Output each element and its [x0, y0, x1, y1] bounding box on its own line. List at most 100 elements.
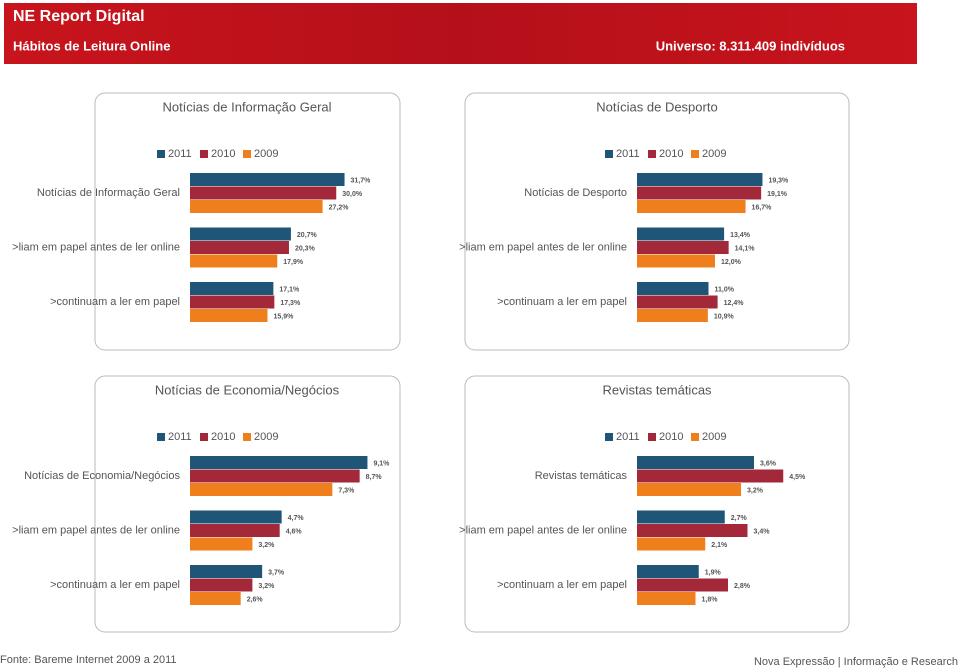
bar: [190, 524, 280, 537]
category-label: Notícias de Informação Geral: [37, 187, 180, 199]
bar: [190, 309, 268, 322]
bar: [637, 592, 696, 605]
value-label: 17,1%: [279, 286, 300, 293]
legend-label: 2011: [168, 431, 192, 443]
value-label: 3,2%: [258, 583, 275, 590]
legend-swatch: [157, 150, 165, 158]
bar: [637, 241, 729, 254]
bar: [190, 592, 241, 605]
value-label: 17,9%: [283, 259, 304, 266]
value-label: 2,8%: [734, 583, 751, 590]
value-label: 14,1%: [735, 245, 756, 252]
category-label: >continuam a ler em papel: [50, 296, 180, 308]
value-label: 27,2%: [329, 204, 350, 211]
legend-swatch: [605, 433, 613, 441]
legend-swatch: [200, 433, 208, 441]
chart-title: Notícias de Desporto: [596, 99, 717, 114]
legend-label: 2011: [616, 431, 640, 443]
category-label: Notícias de Desporto: [524, 187, 627, 199]
panel: [464, 375, 850, 633]
header-subtitle: Hábitos de Leitura Online: [13, 38, 170, 53]
legend-label: 2011: [616, 148, 640, 160]
value-label: 15,9%: [274, 313, 295, 320]
category-label: >continuam a ler em papel: [497, 579, 627, 591]
category-label: >continuam a ler em papel: [50, 579, 180, 591]
bar: [190, 537, 253, 551]
bar: [190, 565, 263, 578]
value-label: 10,9%: [714, 313, 735, 320]
category-label: Notícias de Economia/Negócios: [24, 470, 180, 482]
value-label: 2,7%: [731, 515, 748, 522]
bar: [637, 295, 718, 309]
value-label: 8,7%: [366, 474, 383, 481]
header-universe: Universo: 8.311.409 indivíduos: [656, 38, 845, 53]
legend-label: 2009: [702, 431, 726, 443]
legend-swatch: [243, 433, 251, 441]
panel: [464, 92, 850, 351]
category-label: >liam em papel antes de ler online: [459, 241, 627, 253]
bar: [190, 483, 333, 496]
value-label: 31,7%: [351, 177, 372, 184]
value-label: 19,1%: [767, 191, 788, 198]
category-label: Revistas temáticas: [535, 470, 628, 482]
legend-swatch: [200, 150, 208, 158]
value-label: 4,7%: [288, 515, 305, 522]
chart-title: Notícias de Economia/Negócios: [155, 382, 340, 397]
value-label: 3,4%: [754, 528, 771, 535]
value-label: 12,4%: [724, 300, 745, 307]
bar: [637, 282, 709, 295]
value-label: 20,7%: [297, 232, 318, 239]
value-label: 2,1%: [711, 542, 728, 549]
bar: [637, 483, 741, 496]
bar: [190, 456, 368, 469]
value-label: 3,6%: [760, 460, 777, 467]
legend-swatch: [691, 150, 699, 158]
value-label: 13,4%: [730, 232, 751, 239]
value-label: 2,6%: [247, 596, 264, 603]
value-label: 12,0%: [721, 259, 742, 266]
legend-label: 2010: [659, 431, 683, 443]
bar: [190, 227, 291, 241]
bar: [190, 510, 282, 524]
bar: [637, 510, 725, 524]
bar: [637, 565, 699, 578]
value-label: 30,0%: [342, 191, 363, 198]
bar: [190, 578, 253, 592]
bar: [637, 469, 784, 483]
bar: [637, 173, 763, 186]
footer-credit: Nova Expressão | Informação e Research: [754, 656, 958, 668]
bar: [637, 578, 728, 592]
bar: [190, 282, 274, 295]
bar: [190, 254, 278, 268]
legend-label: 2009: [254, 148, 278, 160]
value-label: 3,2%: [258, 542, 275, 549]
bar: [190, 469, 360, 483]
category-label: >continuam a ler em papel: [497, 296, 627, 308]
value-label: 17,3%: [280, 300, 301, 307]
legend-label: 2009: [702, 148, 726, 160]
value-label: 19,3%: [768, 177, 789, 184]
bar: [637, 456, 754, 469]
bar: [637, 309, 708, 322]
bar: [637, 254, 715, 268]
value-label: 16,7%: [752, 204, 773, 211]
panel: [94, 92, 401, 351]
header-band: [4, 3, 917, 64]
value-label: 4,6%: [286, 528, 303, 535]
legend-swatch: [691, 433, 699, 441]
value-label: 9,1%: [373, 460, 390, 467]
value-label: 3,7%: [268, 569, 285, 576]
legend-swatch: [648, 150, 656, 158]
value-label: 1,9%: [705, 569, 722, 576]
legend-swatch: [157, 433, 165, 441]
bar: [637, 200, 746, 213]
value-label: 20,3%: [295, 245, 316, 252]
bar: [637, 227, 725, 241]
value-label: 1,8%: [702, 596, 719, 603]
legend-swatch: [243, 150, 251, 158]
legend-label: 2009: [254, 431, 278, 443]
value-label: 7,3%: [338, 487, 355, 494]
bar: [190, 200, 323, 213]
legend-label: 2010: [211, 148, 235, 160]
